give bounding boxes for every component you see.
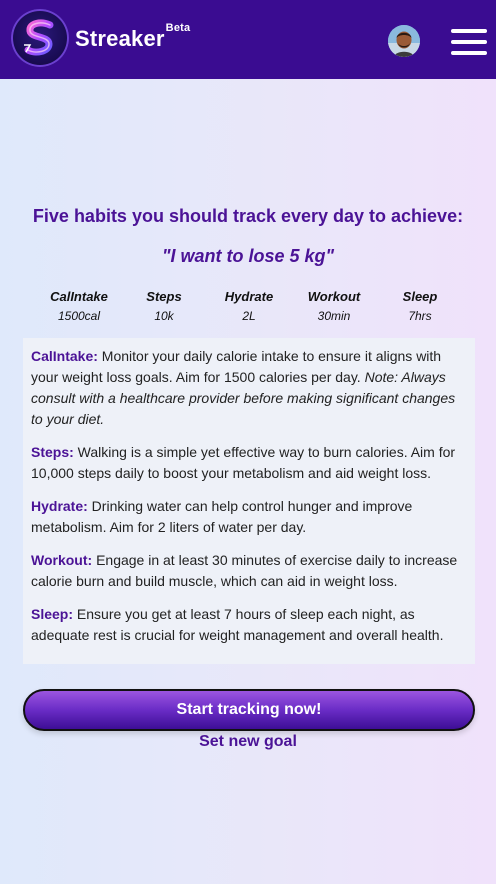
menu-bar xyxy=(451,40,487,44)
habit-calintake: CalIntake 1500cal xyxy=(34,289,124,323)
habit-hydrate: Hydrate 2L xyxy=(204,289,294,323)
habit-workout: Workout 30min xyxy=(289,289,379,323)
habit-target: 2L xyxy=(242,309,256,323)
app-header: StreakerBeta xyxy=(0,0,496,79)
beta-badge: Beta xyxy=(165,21,191,34)
detail-hydrate: Hydrate: Drinking water can help control… xyxy=(31,496,467,538)
page-headline: Five habits you should track every day t… xyxy=(32,206,464,226)
detail-text: Monitor your daily calorie intake to ens… xyxy=(31,348,442,385)
habit-target: 30min xyxy=(317,309,351,323)
habit-name: Sleep xyxy=(402,289,438,304)
detail-term: Sleep: xyxy=(31,606,74,622)
habit-name: Hydrate xyxy=(224,289,274,304)
detail-workout: Workout: Engage in at least 30 minutes o… xyxy=(31,550,467,592)
detail-note: Note: Always consult with a healthcare p… xyxy=(31,369,456,427)
habit-target: 7hrs xyxy=(408,309,432,323)
habit-details-panel: CalIntake: Monitor your daily calorie in… xyxy=(23,338,475,664)
detail-term: Steps: xyxy=(31,444,74,460)
detail-term: CalIntake: xyxy=(31,348,98,364)
menu-bar xyxy=(451,29,487,33)
detail-calintake: CalIntake: Monitor your daily calorie in… xyxy=(31,346,467,430)
detail-steps: Steps: Walking is a simple yet effective… xyxy=(31,442,467,484)
detail-text: Drinking water can help control hunger a… xyxy=(31,498,413,535)
detail-text: Ensure you get at least 7 hours of sleep… xyxy=(31,606,444,643)
detail-term: Workout: xyxy=(31,552,93,568)
habit-target: 10k xyxy=(154,309,174,323)
app-title: StreakerBeta xyxy=(75,21,191,51)
habit-name: CalIntake xyxy=(50,289,108,304)
user-avatar-icon[interactable] xyxy=(388,25,420,57)
detail-text: Walking is a simple yet effective way to… xyxy=(31,444,456,481)
habit-sleep: Sleep 7hrs xyxy=(375,289,465,323)
start-tracking-button[interactable]: Start tracking now! xyxy=(23,689,475,731)
habit-name: Steps xyxy=(146,289,182,304)
habit-target: 1500cal xyxy=(57,309,101,323)
detail-sleep: Sleep: Ensure you get at least 7 hours o… xyxy=(31,604,467,646)
habit-name: Workout xyxy=(307,289,361,304)
lightning-s-logo-icon[interactable] xyxy=(11,9,69,67)
set-new-goal-link[interactable]: Set new goal xyxy=(199,733,297,750)
hamburger-menu-icon[interactable] xyxy=(451,29,487,55)
detail-text: Engage in at least 30 minutes of exercis… xyxy=(31,552,458,589)
habit-summary-row: CalIntake 1500cal Steps 10k Hydrate 2L W… xyxy=(0,289,496,325)
detail-term: Hydrate: xyxy=(31,498,88,514)
habit-steps: Steps 10k xyxy=(119,289,209,323)
goal-statement: "I want to lose 5 kg" xyxy=(161,246,335,266)
menu-bar xyxy=(451,51,487,55)
